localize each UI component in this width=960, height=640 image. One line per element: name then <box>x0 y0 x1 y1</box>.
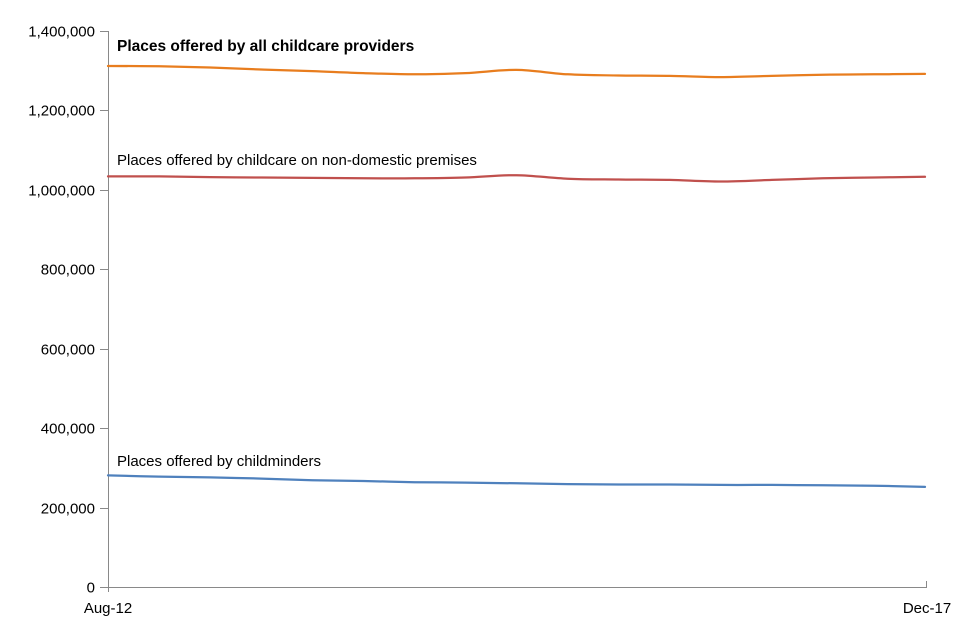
axes <box>100 31 927 592</box>
x-axis-labels: Aug-12 Dec-17 <box>84 600 951 617</box>
series-label-all-providers: Places offered by all childcare provider… <box>117 38 414 55</box>
y-axis-tick-label: 200,000 <box>41 501 95 518</box>
x-axis-label-last: Dec-17 <box>903 600 951 617</box>
y-axis-tick-label: 800,000 <box>41 262 95 279</box>
series-lines <box>106 64 927 489</box>
series-label-childminders: Places offered by childminders <box>117 453 321 470</box>
x-axis-label-first: Aug-12 <box>84 600 132 617</box>
y-axis-labels: 0 200,000 400,000 600,000 800,000 1,000,000 1,… <box>28 24 95 597</box>
y-axis-tick-label: 400,000 <box>41 421 95 438</box>
series-line-all-providers <box>106 64 927 79</box>
y-axis-tick-label: 0 <box>87 580 95 597</box>
y-axis-tick-label: 1,200,000 <box>28 103 95 120</box>
series-line-non-domestic-premises <box>106 174 927 183</box>
y-axis-tick-label: 1,000,000 <box>28 183 95 200</box>
y-axis-tick-label: 1,400,000 <box>28 24 95 41</box>
y-axis-tick-label: 600,000 <box>41 342 95 359</box>
series-label-non-domestic-premises: Places offered by childcare on non-domes… <box>117 152 477 169</box>
series-line-childminders <box>106 474 927 489</box>
